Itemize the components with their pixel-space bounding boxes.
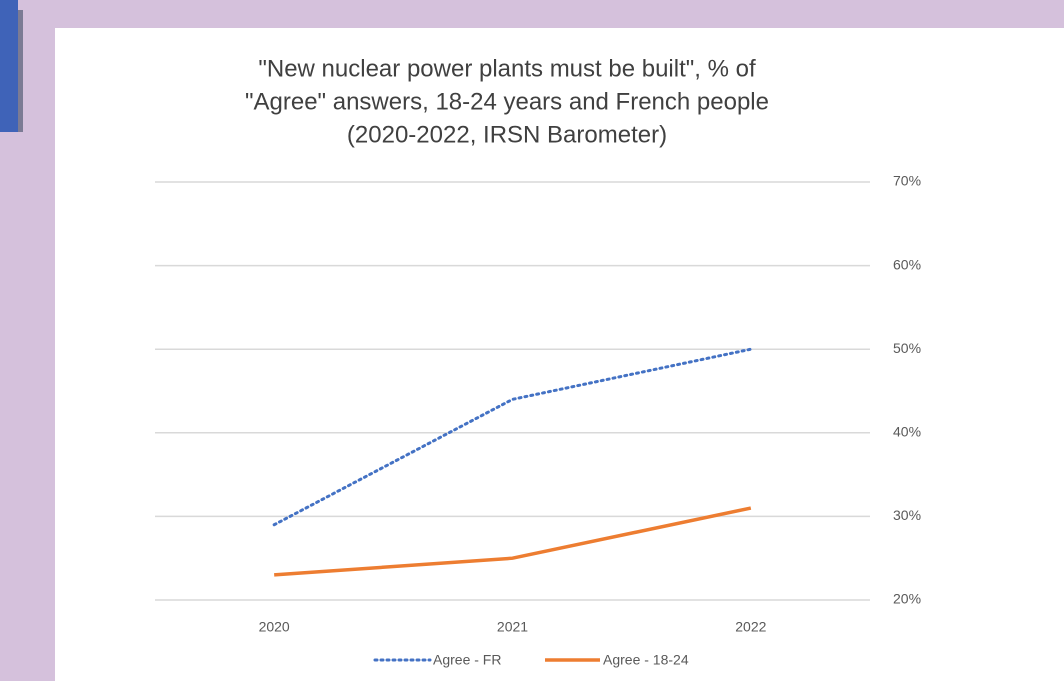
series-line [272,347,753,527]
chart-title: "New nuclear power plants must be built"… [258,55,756,82]
x-tick-label: 2020 [259,619,290,635]
y-tick-label: 50% [893,340,921,356]
chart-title: (2020-2022, IRSN Barometer) [347,121,667,148]
series-line [274,506,752,577]
x-tick-label: 2021 [497,619,528,635]
legend-label: Agree - FR [433,652,501,668]
accent-block [0,0,18,132]
x-tick-label: 2022 [735,619,766,635]
chart: "New nuclear power plants must be built"… [155,55,921,668]
y-tick-label: 30% [893,507,921,523]
y-tick-label: 40% [893,424,921,440]
chart-title: "Agree" answers, 18-24 years and French … [245,88,769,115]
legend-label: Agree - 18-24 [603,652,689,668]
y-tick-label: 60% [893,256,921,272]
y-tick-label: 20% [893,591,921,607]
y-tick-label: 70% [893,173,921,189]
accent-shadow [18,10,23,132]
chart-panel [55,28,1064,681]
